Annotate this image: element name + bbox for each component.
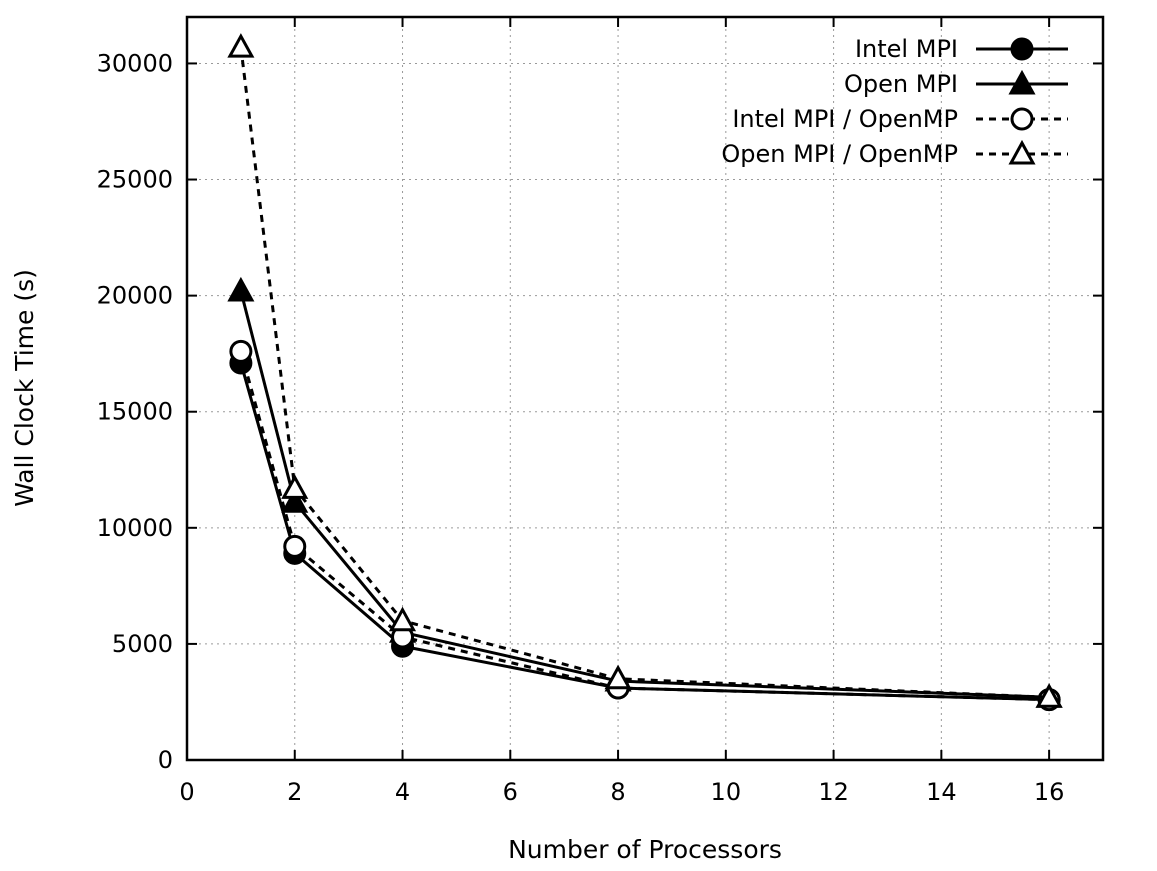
legend-label: Intel MPI bbox=[855, 35, 958, 63]
legend: Intel MPI Open MPI Intel MPI / OpenMP Open … bbox=[721, 35, 1068, 168]
y-axis-ticks: 0 5000 10000 15000 20000 25000 30000 bbox=[97, 49, 1103, 774]
legend-entry: Intel MPI / OpenMP bbox=[732, 105, 1068, 133]
x-tick-label: 2 bbox=[287, 778, 302, 806]
legend-label: Open MPI / OpenMP bbox=[721, 140, 958, 168]
y-tick-label: 25000 bbox=[97, 166, 173, 194]
data-point bbox=[281, 474, 309, 499]
y-tick-label: 10000 bbox=[97, 514, 173, 542]
x-tick-label: 4 bbox=[395, 778, 410, 806]
x-tick-label: 0 bbox=[179, 778, 194, 806]
legend-entry: Intel MPI bbox=[855, 35, 1068, 63]
data-point bbox=[227, 276, 255, 302]
x-axis-label: Number of Processors bbox=[508, 835, 782, 864]
legend-marker bbox=[1008, 139, 1036, 165]
x-tick-label: 16 bbox=[1034, 778, 1065, 806]
legend-marker bbox=[1010, 37, 1034, 61]
legend-marker bbox=[1010, 107, 1034, 131]
plot-background bbox=[187, 17, 1103, 760]
x-tick-label: 10 bbox=[711, 778, 742, 806]
legend-label: Open MPI bbox=[844, 70, 958, 98]
y-tick-label: 5000 bbox=[112, 630, 173, 658]
data-point bbox=[281, 488, 309, 513]
series-4 bbox=[227, 33, 1063, 708]
y-tick-label: 15000 bbox=[97, 398, 173, 426]
x-tick-label: 8 bbox=[610, 778, 625, 806]
data-point bbox=[283, 534, 307, 558]
x-axis-ticks: 0 2 4 6 8 10 12 14 16 bbox=[179, 17, 1064, 806]
legend-label: Intel MPI / OpenMP bbox=[732, 105, 958, 133]
data-point bbox=[1035, 683, 1063, 708]
y-tick-label: 20000 bbox=[97, 282, 173, 310]
y-tick-label: 0 bbox=[158, 746, 173, 774]
x-tick-label: 14 bbox=[926, 778, 957, 806]
y-tick-label: 30000 bbox=[97, 49, 173, 77]
data-point bbox=[604, 664, 632, 690]
x-tick-label: 12 bbox=[818, 778, 849, 806]
legend-marker bbox=[1008, 69, 1036, 95]
legend-entry: Open MPI bbox=[844, 69, 1068, 98]
data-point bbox=[388, 606, 417, 632]
data-point bbox=[229, 339, 253, 363]
x-tick-label: 6 bbox=[503, 778, 518, 806]
y-axis-label: Wall Clock Time (s) bbox=[10, 269, 39, 507]
data-series bbox=[227, 33, 1063, 712]
legend-entry: Open MPI / OpenMP bbox=[721, 139, 1068, 168]
plot-frame bbox=[185, 15, 1105, 762]
data-point bbox=[227, 33, 255, 58]
